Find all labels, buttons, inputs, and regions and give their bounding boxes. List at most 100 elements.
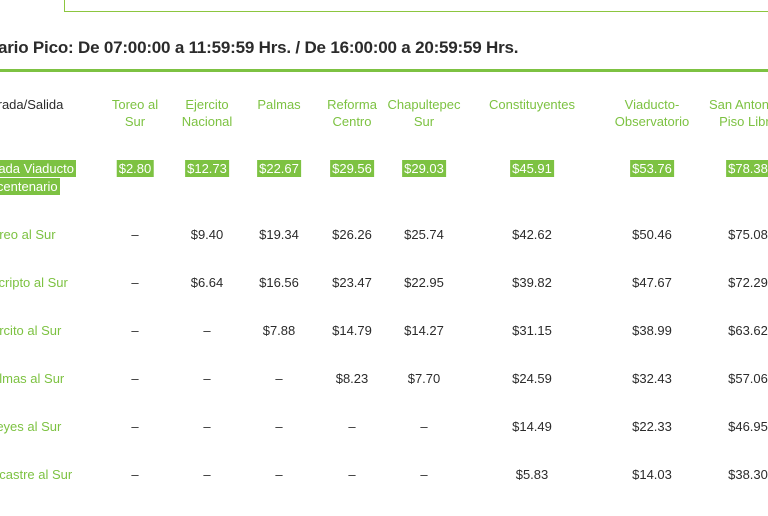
rate-cell: – bbox=[275, 467, 282, 482]
rate-cell: $6.64 bbox=[191, 275, 224, 290]
header-entry-exit: trada/Salida bbox=[0, 97, 64, 112]
rate-cell: – bbox=[275, 419, 282, 434]
rate-cell: $53.76 bbox=[630, 160, 674, 177]
rate-cell: – bbox=[131, 323, 138, 338]
row-entry-label: ncastre al Sur bbox=[0, 466, 72, 484]
rate-value: $26.26 bbox=[332, 227, 372, 242]
rate-value: – bbox=[131, 371, 139, 386]
rate-value: $5.83 bbox=[515, 467, 549, 482]
row-entry-label-line1: reyes al Sur bbox=[0, 419, 62, 434]
rate-cell: $78.38 bbox=[726, 160, 768, 177]
rate-value: – bbox=[203, 323, 211, 338]
rate-value: $72.29 bbox=[728, 275, 768, 290]
rate-value: $39.82 bbox=[512, 275, 552, 290]
rate-cell: $47.67 bbox=[632, 275, 672, 290]
rate-cell: $23.47 bbox=[332, 275, 372, 290]
row-entry-label: scripto al Sur bbox=[0, 274, 68, 292]
row-entry-label-line1: rada Viaducto bbox=[0, 160, 76, 177]
rate-cell: – bbox=[203, 371, 210, 386]
rate-cell: $22.95 bbox=[404, 275, 444, 290]
top-box bbox=[64, 0, 768, 12]
rate-cell: $25.74 bbox=[404, 227, 444, 242]
rate-value: $29.56 bbox=[330, 160, 374, 177]
rate-cell: – bbox=[348, 467, 355, 482]
rate-cell: $39.82 bbox=[512, 275, 552, 290]
rate-value: $75.08 bbox=[728, 227, 768, 242]
rate-value: $31.15 bbox=[512, 323, 552, 338]
row-entry-label-line1: almas al Sur bbox=[0, 371, 65, 386]
rate-value: $25.74 bbox=[404, 227, 444, 242]
rate-cell: $38.30 bbox=[728, 467, 768, 482]
rate-cell: $14.49 bbox=[512, 419, 552, 434]
rate-cell: – bbox=[203, 467, 210, 482]
row-entry-label-line2: icentenario bbox=[0, 178, 60, 195]
rate-value: $38.30 bbox=[728, 467, 768, 482]
rate-cell: $26.26 bbox=[332, 227, 372, 242]
rate-cell: $22.67 bbox=[257, 160, 301, 177]
rate-value: $32.43 bbox=[632, 371, 672, 386]
rate-cell: $8.23 bbox=[336, 371, 369, 386]
rate-value: – bbox=[275, 419, 283, 434]
row-entry-label: reyes al Sur bbox=[0, 418, 61, 436]
rate-cell: $42.62 bbox=[512, 227, 552, 242]
rate-value: $53.76 bbox=[630, 160, 674, 177]
rate-cell: $50.46 bbox=[632, 227, 672, 242]
rate-cell: – bbox=[131, 419, 138, 434]
column-header-line1: Toreo al bbox=[111, 97, 159, 112]
rate-cell: $75.08 bbox=[728, 227, 768, 242]
rate-cell: $9.40 bbox=[191, 227, 224, 242]
rate-value: $50.46 bbox=[632, 227, 672, 242]
column-header-line1: San Antonio - bbox=[708, 97, 768, 112]
rate-cell: $14.27 bbox=[404, 323, 444, 338]
rate-value: $9.40 bbox=[190, 227, 224, 242]
column-header-line1: Viaducto- bbox=[624, 97, 680, 112]
rate-value: $2.80 bbox=[116, 160, 154, 177]
row-entry-label: oreo al Sur bbox=[0, 226, 56, 244]
column-header: Viaducto- Observatorio bbox=[615, 96, 689, 130]
rate-cell: $72.29 bbox=[728, 275, 768, 290]
rate-value: – bbox=[420, 467, 428, 482]
row-entry-label-line1: ncastre al Sur bbox=[0, 467, 73, 482]
column-header-line1: Palmas bbox=[257, 97, 301, 112]
column-header-line1: Ejercito bbox=[185, 97, 229, 112]
rate-value: $38.99 bbox=[632, 323, 672, 338]
rate-cell: $46.95 bbox=[728, 419, 768, 434]
rate-value: $19.34 bbox=[259, 227, 299, 242]
rate-value: – bbox=[131, 275, 139, 290]
divider bbox=[0, 69, 768, 72]
rate-cell: $63.62 bbox=[728, 323, 768, 338]
row-entry-label-line1: oreo al Sur bbox=[0, 227, 56, 242]
rate-value: $24.59 bbox=[512, 371, 552, 386]
rate-cell: – bbox=[131, 467, 138, 482]
rate-value: – bbox=[131, 419, 139, 434]
rate-cell: – bbox=[131, 371, 138, 386]
column-header: Palmas bbox=[257, 96, 300, 113]
column-header: Toreo al Sur bbox=[112, 96, 158, 130]
rate-value: – bbox=[203, 419, 211, 434]
row-entry-label: almas al Sur bbox=[0, 370, 64, 388]
rate-cell: – bbox=[348, 419, 355, 434]
rate-cell: $24.59 bbox=[512, 371, 552, 386]
rate-cell: – bbox=[420, 467, 427, 482]
rate-value: $45.91 bbox=[510, 160, 554, 177]
column-header: Chapultepec Sur bbox=[388, 96, 461, 130]
column-header-line2: Piso Libre bbox=[719, 114, 768, 129]
rate-value: $7.88 bbox=[262, 323, 296, 338]
rate-cell: $38.99 bbox=[632, 323, 672, 338]
column-header: San Antonio - Piso Libre bbox=[709, 96, 768, 130]
rate-cell: $7.70 bbox=[408, 371, 441, 386]
rate-value: $22.95 bbox=[404, 275, 444, 290]
rate-cell: – bbox=[420, 419, 427, 434]
rate-cell: – bbox=[203, 323, 210, 338]
rate-value: $16.56 bbox=[259, 275, 299, 290]
rate-value: $42.62 bbox=[512, 227, 552, 242]
rate-value: $22.33 bbox=[632, 419, 672, 434]
rate-cell: $12.73 bbox=[185, 160, 229, 177]
rate-value: $78.38 bbox=[726, 160, 768, 177]
rate-value: $22.67 bbox=[257, 160, 301, 177]
rate-value: $12.73 bbox=[185, 160, 229, 177]
rate-cell: $7.88 bbox=[263, 323, 296, 338]
rate-value: $57.06 bbox=[728, 371, 768, 386]
rate-cell: $29.56 bbox=[330, 160, 374, 177]
row-entry-label: ército al Sur bbox=[0, 322, 61, 340]
